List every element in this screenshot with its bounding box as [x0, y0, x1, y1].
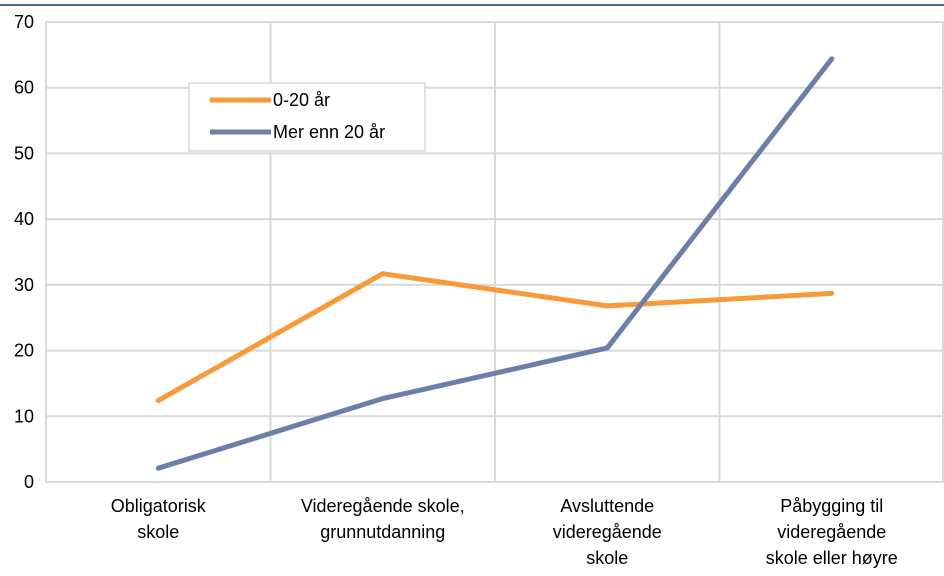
y-tick-label: 30	[14, 275, 34, 295]
y-tick-label: 20	[14, 341, 34, 361]
x-category-label-line: Påbygging til	[780, 496, 883, 516]
x-category-label-line: Videregående skole,	[301, 496, 465, 516]
y-tick-label: 70	[14, 12, 34, 32]
x-category-label-line: skole	[586, 548, 628, 568]
series-line-2	[155, 56, 835, 471]
x-axis-category-labels: Obligatorisk skole Videregående skole, grun…	[111, 496, 898, 568]
legend: 0-20 år Mer enn 20 år	[188, 82, 426, 152]
x-category-label: Påbygging til videregående skole eller høy…	[766, 496, 898, 568]
legend-box	[188, 82, 426, 152]
x-category-label: Obligatorisk skole	[111, 496, 207, 542]
x-category-label-line: Avsluttende	[560, 496, 654, 516]
x-category-label-line: Obligatorisk	[111, 496, 207, 516]
y-tick-label: 50	[14, 143, 34, 163]
legend-label: 0-20 år	[273, 90, 330, 110]
x-category-label-line: skole eller høyre	[766, 548, 898, 568]
x-category-label: Avsluttende videregående skole	[553, 496, 662, 568]
y-tick-label: 40	[14, 209, 34, 229]
y-axis-tick-labels: 0 10 20 30 40 50 60 70	[14, 12, 34, 492]
x-category-label: Videregående skole, grunnutdanning	[301, 496, 465, 542]
series-lines	[155, 56, 835, 471]
series-line-1	[155, 271, 835, 404]
legend-label: Mer enn 20 år	[273, 122, 385, 142]
y-tick-label: 60	[14, 78, 34, 98]
y-tick-label: 10	[14, 406, 34, 426]
x-category-label-line: videregående	[553, 522, 662, 542]
x-category-label-line: skole	[137, 522, 179, 542]
x-category-label-line: videregående	[777, 522, 886, 542]
y-tick-label: 0	[24, 472, 34, 492]
x-category-label-line: grunnutdanning	[320, 522, 445, 542]
